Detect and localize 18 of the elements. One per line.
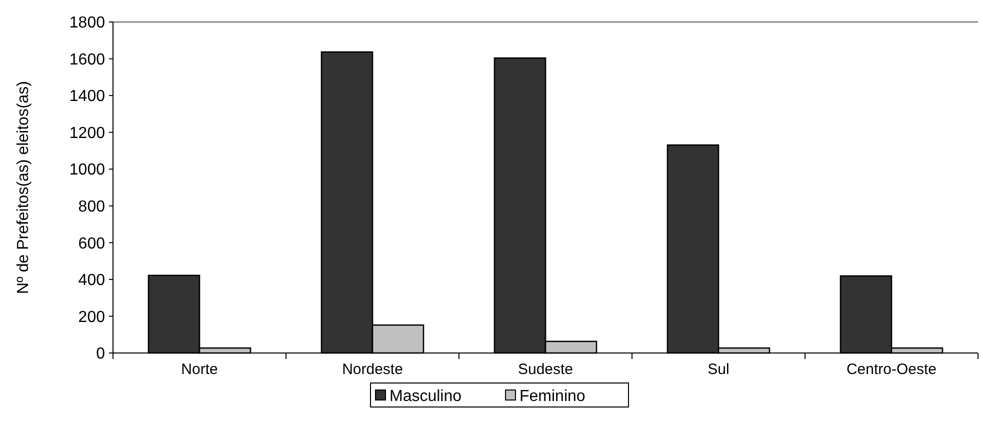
y-tick-label: 800	[78, 198, 106, 216]
y-tick-label: 0	[96, 346, 106, 363]
y-tick-label: 1000	[69, 162, 106, 179]
legend-label: Feminino	[520, 388, 586, 405]
y-tick-label: 1400	[69, 88, 106, 106]
x-tick-label: Sul	[708, 361, 730, 378]
x-tick-label: Centro-Oeste	[846, 361, 937, 378]
x-tick-label: Sudeste	[518, 361, 574, 378]
x-tick-label: Norte	[181, 361, 218, 378]
y-tick-label: 1800	[69, 14, 106, 32]
y-tick-label: 1600	[69, 51, 106, 68]
x-tick-label: Nordeste	[342, 361, 403, 378]
y-tick-label: 400	[78, 272, 106, 290]
y-tick-label: 600	[78, 235, 106, 252]
y-tick-label: 200	[78, 308, 106, 326]
y-axis-title: Nº de Prefeitos(as) eleitos(as)	[15, 80, 32, 294]
y-tick-label: 1200	[69, 124, 106, 142]
legend-label: Masculino	[390, 388, 462, 405]
